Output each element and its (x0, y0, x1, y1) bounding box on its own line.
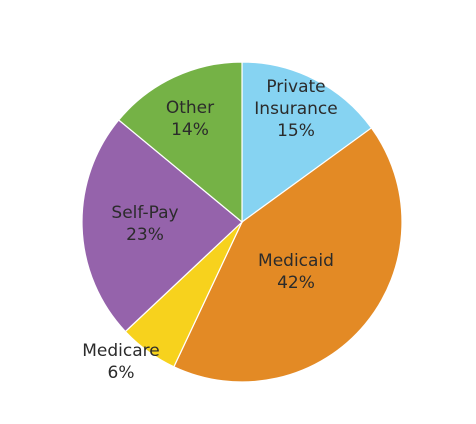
pie-slice-self-pay (81, 119, 243, 333)
slice-label-private-insurance: Private Insurance 15% (254, 77, 337, 141)
slice-name-self-pay: Self-Pay (111, 203, 178, 223)
slices-layer (81, 61, 403, 383)
pie-slice-other (117, 61, 243, 224)
slice-label-medicaid: Medicaid 42% (258, 251, 334, 293)
slice-percent-medicare: 6% (108, 363, 135, 383)
slice-percent-other: 14% (171, 120, 209, 140)
slice-name-private-insurance: Private (266, 77, 325, 97)
slice-name-medicare: Medicare (82, 341, 159, 361)
slice-name-medicaid: Medicaid (258, 251, 334, 271)
pie-slice-medicaid (173, 127, 403, 383)
pie-slice-private-insurance (241, 61, 373, 224)
slice-name-other: Other (166, 98, 214, 118)
slice-percent-private-insurance: 15% (277, 121, 315, 141)
slice-name-private-insurance: Insurance (254, 99, 337, 119)
slice-label-other: Other 14% (166, 98, 214, 140)
labels-layer: Private Insurance 15% Medicaid 42% Medicare 6%… (82, 77, 337, 383)
slice-percent-self-pay: 23% (126, 225, 164, 245)
slice-percent-medicaid: 42% (277, 273, 315, 293)
slice-label-medicare: Medicare 6% (82, 341, 159, 383)
slice-label-self-pay: Self-Pay 23% (111, 203, 178, 245)
